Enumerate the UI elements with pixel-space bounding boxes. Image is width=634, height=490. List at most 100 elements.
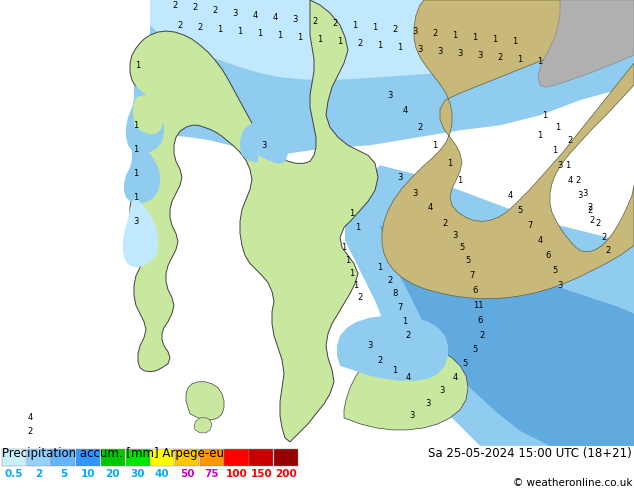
Text: 2: 2 [567,136,573,145]
Text: 1: 1 [538,131,543,140]
Text: 1: 1 [136,61,141,70]
Text: 1: 1 [453,30,458,40]
Text: 1: 1 [217,24,223,33]
Text: 7: 7 [527,221,533,230]
Text: 3: 3 [232,8,238,18]
Polygon shape [133,95,163,134]
Text: 1: 1 [517,54,522,64]
Text: 2: 2 [313,17,318,25]
Text: 1: 1 [472,32,477,42]
Polygon shape [126,85,164,153]
Polygon shape [344,346,468,430]
Text: 1: 1 [297,32,302,42]
Text: 2: 2 [392,24,398,33]
Text: 1: 1 [356,223,361,232]
Text: 40: 40 [155,469,170,479]
Bar [101,449,125,466]
Text: 2: 2 [479,331,484,340]
Text: 30: 30 [131,469,145,479]
Text: 3: 3 [437,47,443,55]
Text: 1: 1 [133,145,139,154]
Bar [274,449,298,466]
Text: 5: 5 [517,206,522,215]
Polygon shape [382,0,634,298]
Text: 3: 3 [133,217,139,226]
Text: 5: 5 [472,345,477,354]
Text: 1: 1 [341,243,347,252]
Text: 2: 2 [595,219,600,228]
Text: 0.5: 0.5 [4,469,23,479]
Bar [150,449,174,466]
Text: 2: 2 [358,39,363,48]
Text: 2: 2 [27,427,32,437]
Text: 2: 2 [212,5,217,15]
Text: 50: 50 [180,469,194,479]
Text: 2: 2 [377,356,383,365]
Text: 1: 1 [237,26,243,36]
Bar [175,449,199,466]
Text: 1: 1 [337,37,342,46]
Bar [249,449,273,466]
Text: 2: 2 [387,276,392,285]
Text: 20: 20 [106,469,120,479]
Text: 4: 4 [427,203,432,212]
Bar [224,449,249,466]
Text: 1: 1 [133,169,139,178]
Text: 8: 8 [392,289,398,298]
Text: 1: 1 [133,193,139,202]
Polygon shape [194,418,212,433]
Text: 7: 7 [469,271,475,280]
Text: 1: 1 [552,146,558,155]
Text: 2: 2 [358,293,363,302]
Text: 1: 1 [493,35,498,44]
Text: 4: 4 [405,373,411,382]
Text: 4: 4 [403,106,408,115]
Text: 10: 10 [81,469,95,479]
Text: 2: 2 [197,23,203,31]
Text: 1: 1 [448,159,453,168]
Text: 11: 11 [473,301,483,310]
Text: 3: 3 [398,173,403,182]
Text: 2: 2 [605,246,611,255]
Text: 1: 1 [432,141,437,150]
Text: 150: 150 [250,469,272,479]
Polygon shape [345,165,634,446]
Text: 3: 3 [452,231,458,240]
Text: 4: 4 [507,191,513,200]
Bar [200,449,224,466]
Polygon shape [150,0,634,80]
Text: 3: 3 [557,281,563,290]
Text: 4: 4 [453,373,458,382]
Text: 2: 2 [587,203,593,212]
Text: 75: 75 [204,469,219,479]
Text: 1: 1 [353,21,358,29]
Text: 3: 3 [367,341,373,350]
Text: 1: 1 [457,176,463,185]
Text: 1: 1 [403,317,408,326]
Bar [2,449,26,466]
Text: 3: 3 [439,386,444,395]
Text: 2: 2 [332,19,338,27]
Text: 3: 3 [457,49,463,58]
Text: © weatheronline.co.uk: © weatheronline.co.uk [513,478,632,488]
Text: 1: 1 [349,209,354,218]
Text: 2: 2 [35,469,42,479]
Text: 1: 1 [278,30,283,40]
Text: 3: 3 [292,15,298,24]
Text: 5: 5 [465,256,470,265]
Bar [126,449,150,466]
Polygon shape [130,0,378,442]
Text: 100: 100 [226,469,247,479]
Text: 3: 3 [410,411,415,420]
Bar [27,449,51,466]
Text: 2: 2 [417,123,423,132]
Text: 4: 4 [252,10,257,20]
Text: 2: 2 [590,216,595,225]
Text: 1: 1 [512,37,517,46]
Bar [76,449,100,466]
Text: 3: 3 [261,141,267,150]
Text: 2: 2 [405,331,411,340]
Text: 5: 5 [460,243,465,252]
Text: 6: 6 [477,316,482,325]
Text: 1: 1 [542,111,548,120]
